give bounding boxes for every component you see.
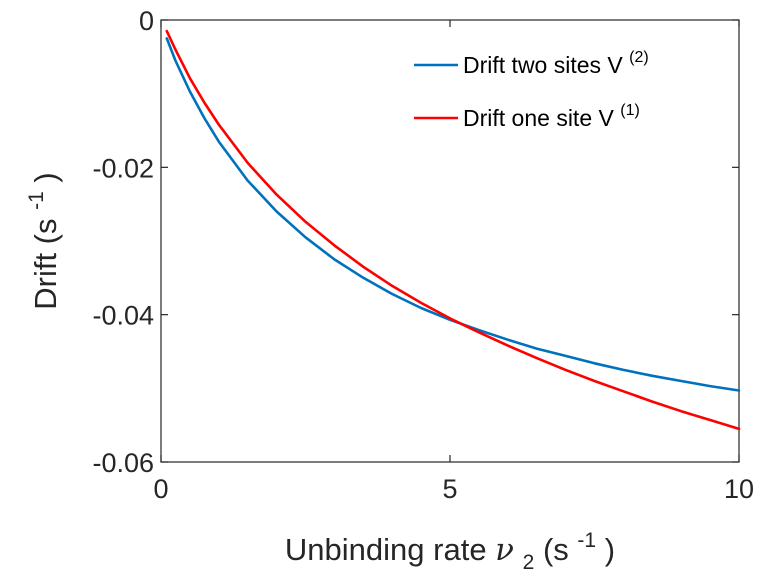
y-axis-label: Drift (s -1 ) [15, 172, 63, 310]
x-axis-label-unit-open: (s [543, 532, 569, 567]
x-axis-label-subscript: 2 [523, 551, 535, 574]
series-line-2 [165, 29, 741, 431]
legend: Drift two sites V (2) Drift one site V (… [414, 49, 649, 131]
x-tick-label: 10 [724, 474, 754, 504]
x-axis-label-unit-close: ) [605, 532, 615, 567]
legend-label-series-2-name: Drift one site V [463, 105, 614, 131]
y-axis-label-unit-close: ) [28, 172, 63, 182]
legend-label-series-1-name: Drift two sites V [463, 52, 623, 78]
x-tick-label: 5 [442, 474, 457, 504]
y-tick-label: 0 [139, 6, 154, 36]
y-tick-label: -0.02 [92, 153, 154, 183]
tick-marks [160, 19, 740, 463]
y-axis-label-text: Drift (s [28, 219, 63, 310]
x-axis-label-symbol: ν [495, 532, 514, 568]
series-line-1 [165, 37, 741, 392]
y-axis-label-unit-sup: -1 [25, 191, 48, 210]
tick-labels: 0 5 10 0 -0.02 -0.04 -0.06 [92, 6, 754, 504]
legend-label-series-2: Drift one site V (1) [463, 102, 640, 131]
x-tick-label: 0 [153, 474, 168, 504]
y-tick-label: -0.04 [92, 301, 154, 331]
y-tick-label: -0.06 [92, 448, 154, 478]
legend-label-series-2-sup: (1) [620, 102, 640, 119]
legend-label-series-1-sup: (2) [629, 49, 649, 66]
x-axis-label-text: Unbinding rate [285, 532, 495, 567]
plot-frame [160, 19, 740, 463]
x-axis-label-unit-sup: -1 [577, 529, 596, 552]
legend-label-series-1: Drift two sites V (2) [463, 49, 649, 78]
x-axis-label: Unbinding rate ν 2 (s -1 ) [285, 519, 615, 576]
series-lines [165, 29, 741, 431]
